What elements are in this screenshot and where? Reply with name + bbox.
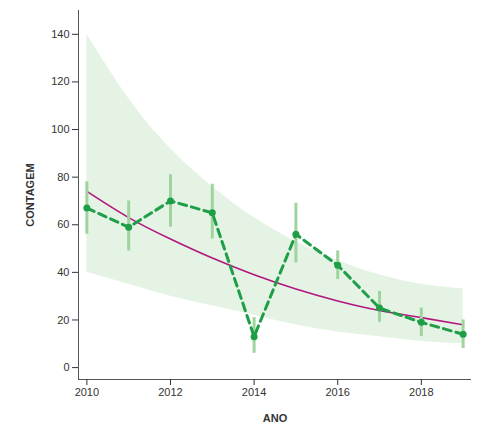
svg-text:0: 0 bbox=[63, 361, 69, 373]
svg-text:2010: 2010 bbox=[75, 386, 99, 398]
svg-text:2014: 2014 bbox=[242, 386, 266, 398]
svg-text:ANO: ANO bbox=[263, 412, 288, 424]
svg-text:140: 140 bbox=[51, 28, 69, 40]
svg-text:80: 80 bbox=[57, 171, 69, 183]
svg-text:2018: 2018 bbox=[409, 386, 433, 398]
svg-text:120: 120 bbox=[51, 75, 69, 87]
svg-text:40: 40 bbox=[57, 266, 69, 278]
svg-text:2012: 2012 bbox=[158, 386, 182, 398]
svg-text:20: 20 bbox=[57, 314, 69, 326]
svg-text:60: 60 bbox=[57, 218, 69, 230]
svg-text:CONTAGEM: CONTAGEM bbox=[24, 163, 36, 226]
svg-text:2016: 2016 bbox=[325, 386, 349, 398]
svg-text:100: 100 bbox=[51, 123, 69, 135]
